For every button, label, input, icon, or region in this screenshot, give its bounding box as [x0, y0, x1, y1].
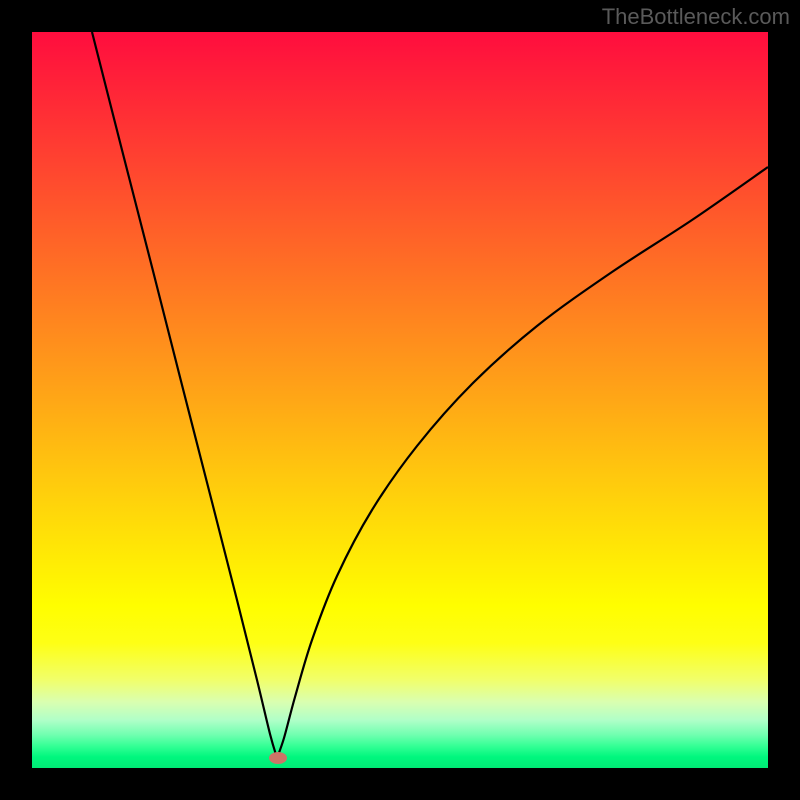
bottleneck-curve	[32, 32, 768, 768]
chart-frame	[0, 0, 800, 800]
watermark-text: TheBottleneck.com	[602, 4, 790, 30]
plot-area	[32, 32, 768, 768]
optimum-marker	[269, 752, 287, 764]
chart-container: TheBottleneck.com	[0, 0, 800, 800]
